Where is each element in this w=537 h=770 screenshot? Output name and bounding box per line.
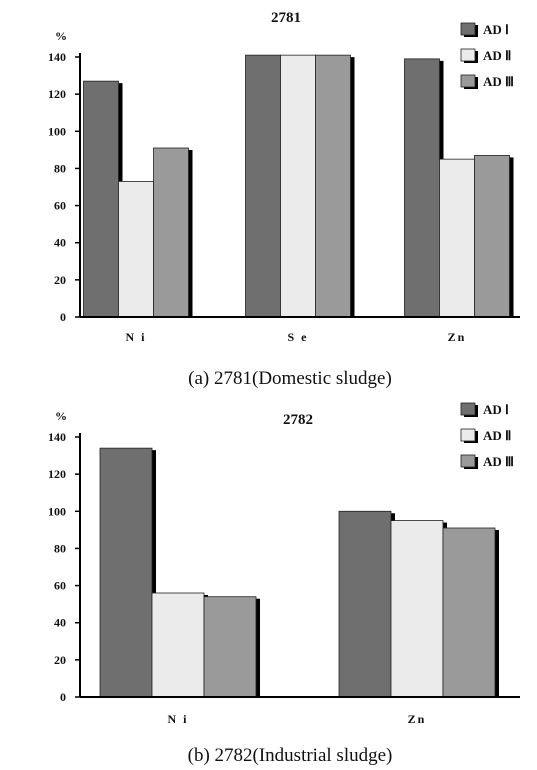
y-tick-label: 20 [54,273,66,287]
legend-swatch [460,402,476,416]
bar-n-i-ad-ii [151,592,205,698]
category-label: Zn [408,712,427,726]
y-unit-label: % [55,29,67,43]
bar-zn-ad-iii [474,155,510,318]
y-tick-label: 0 [60,690,66,704]
bar-zn-ad-ii [390,520,444,698]
bar-zn-ad-ii [439,158,475,318]
y-unit-label: % [55,409,67,423]
category-label: Zn [448,330,467,344]
bar-n-i-ad-i [99,447,153,698]
legend: AD Ⅰ AD Ⅱ AD Ⅲ [460,22,514,89]
caption: (a) 2781(Domestic sludge) [188,368,392,389]
legend-swatch [460,454,476,468]
y-tick-label: 100 [48,124,66,138]
y-tick-label: 80 [54,161,66,175]
bar-n-i-ad-iii [153,147,189,318]
category-label: N i [126,330,147,344]
legend: AD Ⅰ AD Ⅱ AD Ⅲ [460,402,514,469]
y-tick-label: 40 [54,236,66,250]
y-tick-labels: 0 20 40 60 80 100 120 140 [48,50,80,324]
x-tick-labels: N i S e Zn [126,330,467,344]
category-label: S e [288,330,309,344]
y-tick-label: 40 [54,616,66,630]
y-tick-label: 120 [48,87,66,101]
chart-title: 2781 [271,10,301,26]
y-tick-labels: 0 20 40 60 80 100 120 140 [48,430,80,704]
legend-swatch [460,74,476,88]
legend-label: AD Ⅰ [483,22,509,37]
chart-title: 2782 [283,412,313,428]
bar-s-e-ad-i [245,54,281,318]
legend-label: AD Ⅲ [483,454,514,469]
legend-swatch [460,428,476,442]
bars [83,54,514,318]
caption: (b) 2782(Industrial sludge) [188,745,393,766]
y-tick-label: 140 [48,50,66,64]
category-label: N i [168,712,189,726]
y-tick-label: 140 [48,430,66,444]
chart-2782: 2782 % 0 20 40 60 80 100 120 140 N i Zn AD Ⅰ AD Ⅱ… [48,402,520,766]
y-tick-label: 100 [48,504,66,518]
legend-swatch [460,22,476,36]
legend-label: AD Ⅱ [483,48,511,63]
bar-n-i-ad-iii [203,596,257,698]
legend-label: AD Ⅱ [483,428,511,443]
bar-zn-ad-iii [442,527,496,698]
x-tick-labels: N i Zn [168,712,427,726]
bar-s-e-ad-iii [315,54,351,318]
bar-n-i-ad-ii [118,181,154,318]
bar-zn-ad-i [338,510,392,698]
y-tick-label: 120 [48,467,66,481]
bar-n-i-ad-i [83,80,119,318]
y-tick-label: 20 [54,653,66,667]
bar-s-e-ad-ii [280,54,316,318]
legend-label: AD Ⅰ [483,402,509,417]
y-tick-label: 60 [54,199,66,213]
bar-zn-ad-i [404,58,440,318]
legend-swatch [460,48,476,62]
y-tick-label: 60 [54,579,66,593]
bars [99,447,499,698]
y-tick-label: 0 [60,310,66,324]
y-tick-label: 80 [54,541,66,555]
legend-label: AD Ⅲ [483,74,514,89]
